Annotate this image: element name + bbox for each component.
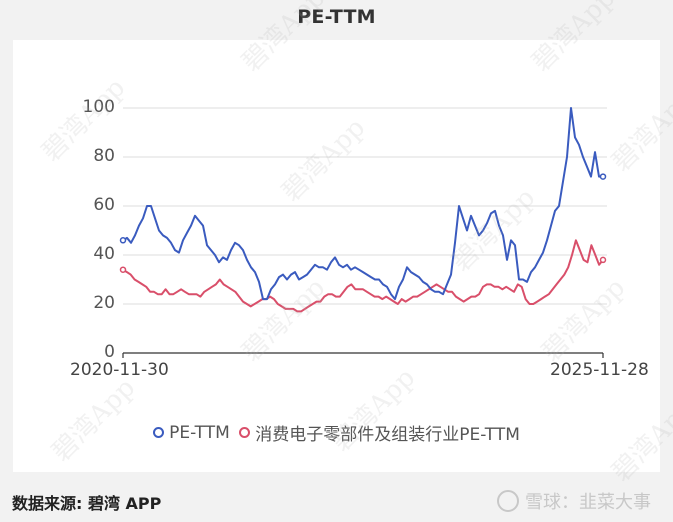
data-source-label: 数据来源: 碧湾 APP bbox=[12, 494, 162, 513]
circle-marker-icon bbox=[153, 427, 165, 438]
y-tick-label: 20 bbox=[93, 293, 115, 313]
series-line bbox=[122, 239, 604, 313]
circle-marker-icon bbox=[239, 427, 251, 438]
snowball-logo-icon bbox=[497, 490, 519, 512]
chart-legend: PE-TTM 消费电子零部件及组装行业PE-TTM bbox=[0, 420, 673, 445]
data-point-marker bbox=[599, 173, 607, 180]
y-tick-label: 0 bbox=[104, 342, 115, 362]
brand-text: 雪球：韭菜大事 bbox=[525, 492, 651, 513]
x-tick-start: 2020-11-30 bbox=[70, 360, 169, 380]
legend-item-industry-pe-ttm[interactable]: 消费电子零部件及组装行业PE-TTM bbox=[239, 420, 520, 445]
brand-watermark: 雪球：韭菜大事 bbox=[497, 488, 651, 514]
legend-item-pe-ttm[interactable]: PE-TTM bbox=[153, 423, 230, 443]
line-chart bbox=[119, 107, 607, 358]
y-tick-label: 40 bbox=[93, 244, 115, 264]
y-tick-label: 60 bbox=[93, 195, 115, 215]
x-tick-end: 2025-11-28 bbox=[550, 360, 649, 380]
y-tick-label: 100 bbox=[82, 97, 115, 117]
chart-title: PE-TTM bbox=[297, 6, 376, 28]
data-point-marker bbox=[599, 256, 607, 264]
legend-label: PE-TTM bbox=[169, 422, 230, 443]
chart-panel: 0 20 40 60 80 100 2020-11-30 2025-11-28 bbox=[13, 40, 660, 472]
y-tick-label: 80 bbox=[93, 146, 115, 166]
data-point-marker bbox=[119, 266, 127, 273]
legend-label: 消费电子零部件及组装行业PE-TTM bbox=[255, 425, 520, 445]
data-point-marker bbox=[119, 237, 127, 244]
series-line bbox=[122, 107, 603, 301]
